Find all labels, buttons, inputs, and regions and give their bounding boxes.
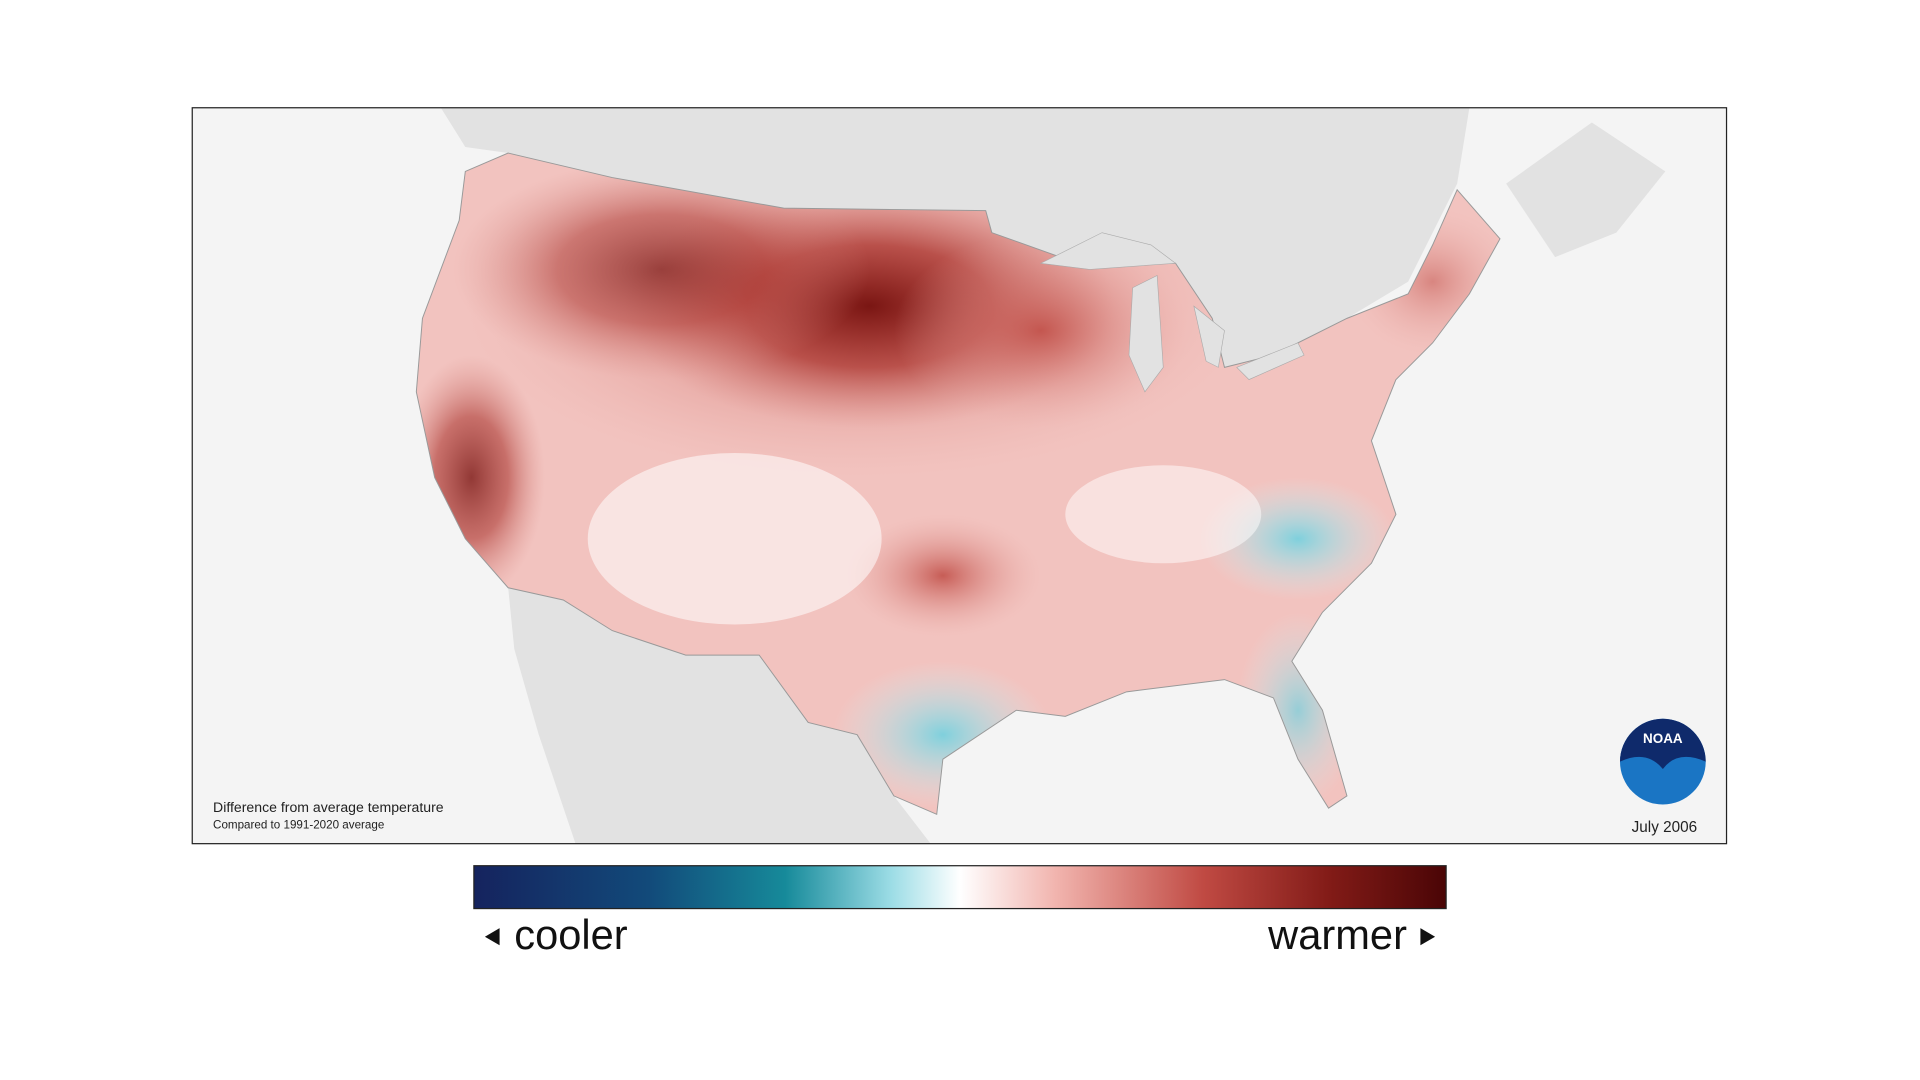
cooler-label: cooler	[514, 911, 628, 958]
left-arrow	[484, 928, 500, 946]
mexico	[508, 587, 931, 844]
canada	[440, 107, 1470, 368]
noaa-logo: NOAA	[1620, 718, 1706, 805]
great-lakes	[1039, 232, 1305, 393]
caption-subtitle: Compared to 1991-2020 average	[213, 818, 384, 831]
legend: cooler warmer	[473, 865, 1447, 958]
right-arrow	[1420, 928, 1436, 946]
map-area: NOAA Difference from average temperature…	[192, 107, 1727, 844]
logo-text: NOAA	[1643, 731, 1683, 746]
color-scale	[473, 865, 1447, 910]
date-label: July 2006	[1632, 819, 1697, 836]
map-frame	[191, 107, 1728, 845]
warmer-label: warmer	[1267, 911, 1407, 958]
caption-title: Difference from average temperature	[213, 799, 444, 815]
